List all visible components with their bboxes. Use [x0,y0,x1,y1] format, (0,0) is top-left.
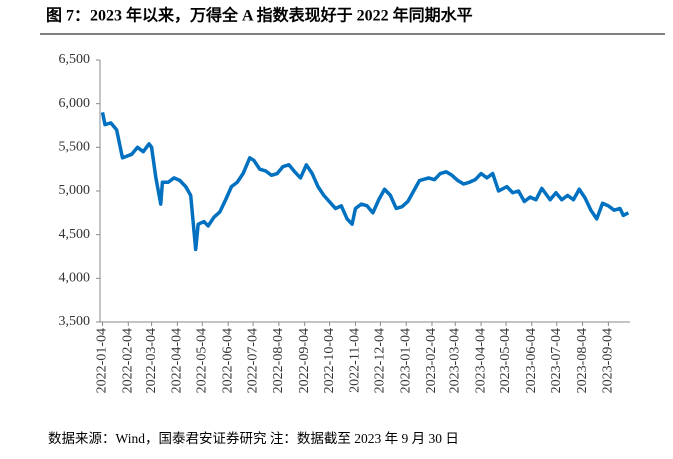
x-tick-label: 2022-05-04 [195,328,210,393]
y-tick-label: 4,000 [59,271,91,286]
x-tick-label: 2023-01-04 [398,328,413,393]
x-tick-label: 2022-10-04 [322,328,337,393]
y-tick-label: 3,500 [59,314,91,329]
x-tick-label: 2023-03-04 [447,328,462,393]
x-tick-label: 2023-06-04 [524,328,539,393]
x-tick-label: 2023-09-04 [601,328,616,393]
x-tick-label: 2022-07-04 [245,328,260,393]
y-tick-label: 6,000 [59,96,91,111]
x-tick-label: 2023-07-04 [549,328,564,393]
data-line [100,112,630,252]
chart-title: 图 7：2023 年以来，万得全 A 指数表现好于 2022 年同期水平 [46,6,473,25]
x-tick-label: 2022-09-04 [297,328,312,393]
x-tick-label: 2023-02-04 [424,328,439,393]
x-tick-label: 2022-06-04 [220,328,235,393]
x-tick-label: 2023-08-04 [575,328,590,393]
y-tick-label: 4,500 [59,227,91,242]
x-tick-label: 2023-04-04 [473,328,488,393]
x-tick-label: 2022-11-04 [348,328,363,393]
x-tick-label: 2022-08-04 [271,328,286,393]
x-tick-label: 2022-01-04 [95,328,110,393]
x-tick-label: 2023-05-04 [498,328,513,393]
source-note: 数据来源：Wind，国泰君安证券研究 注：数据截至 2023 年 9 月 30 … [48,431,459,446]
y-tick-label: 6,500 [59,52,91,67]
x-tick-label: 2022-03-04 [144,328,159,393]
y-tick-label: 5,000 [59,183,91,198]
x-tick-label: 2022-04-04 [170,328,185,393]
y-tick-label: 5,500 [59,140,91,155]
x-tick-label: 2022-02-04 [121,328,136,393]
x-tick-label: 2022-12-04 [373,328,388,393]
